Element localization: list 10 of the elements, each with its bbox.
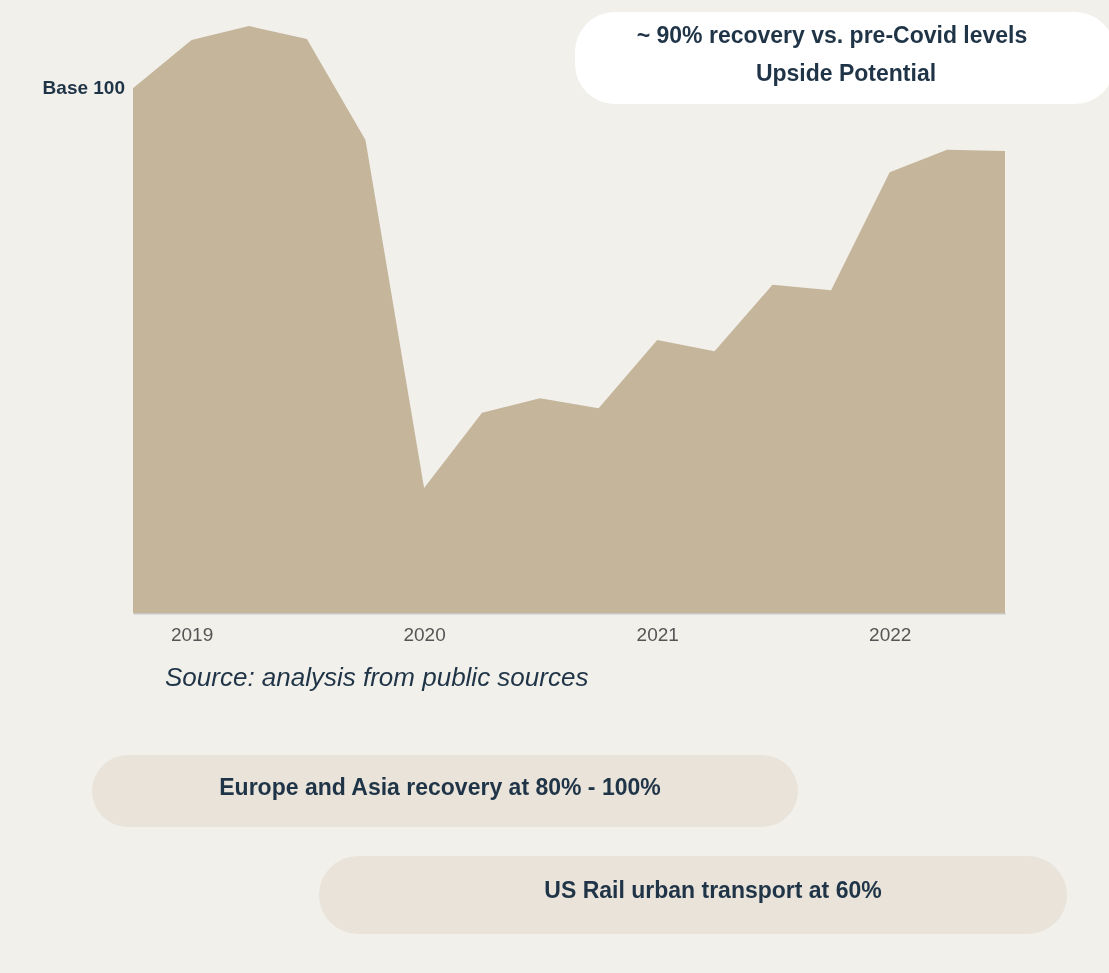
source-note: Source: analysis from public sources	[165, 662, 589, 693]
x-tick-label: 2020	[403, 623, 446, 645]
text: Europe and Asia recovery at 80% - 100%	[219, 774, 661, 801]
text: US Rail urban transport at 60%	[544, 877, 882, 904]
x-tick-label: 2019	[170, 623, 214, 645]
annotation: Upside Potential	[755, 60, 937, 87]
x-tick-label: 2022	[869, 623, 912, 645]
annotation: Base 100	[42, 77, 125, 99]
annotation: ~ 90% recovery vs. pre-Covid levels	[636, 22, 1028, 49]
x-tick-label: 2021	[636, 623, 679, 645]
